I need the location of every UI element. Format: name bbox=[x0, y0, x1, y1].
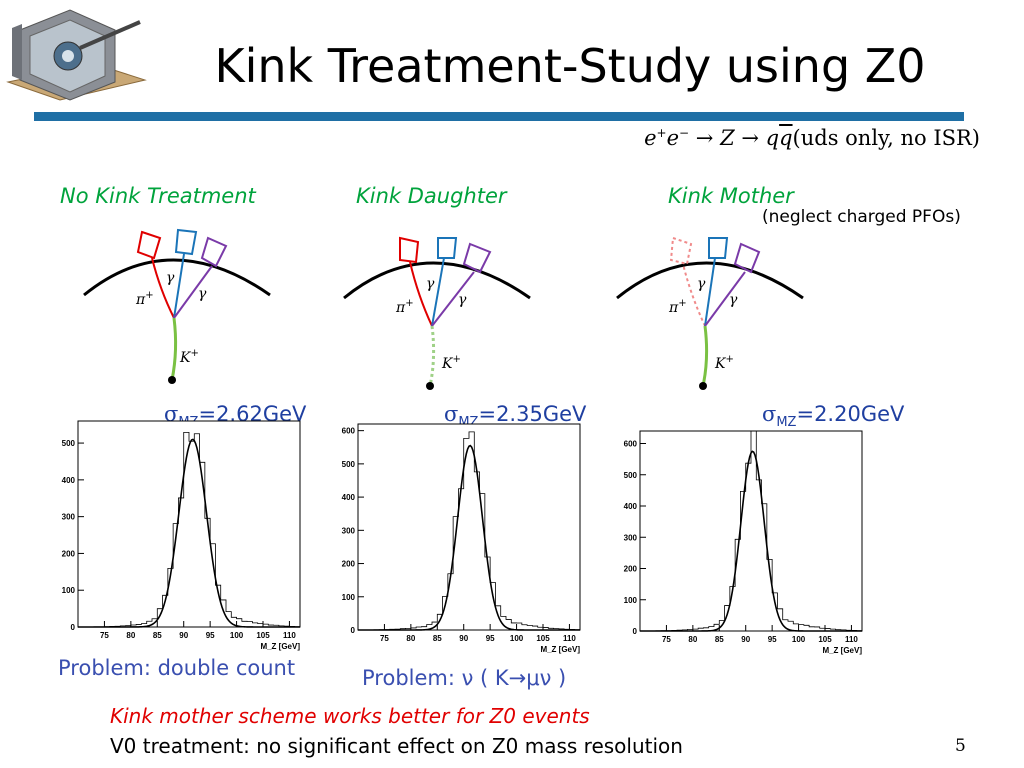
kaon-label: K bbox=[179, 350, 192, 366]
y-tick-label: 100 bbox=[624, 596, 638, 605]
heading-kink-mother: Kink Mother bbox=[668, 184, 794, 208]
x-tick-label: 95 bbox=[768, 635, 777, 644]
diagram-kink-daughter: π+ γ γ K+ bbox=[343, 236, 531, 390]
x-tick-label: 80 bbox=[406, 634, 415, 643]
photon-label: γ bbox=[697, 276, 706, 292]
diagram-kink-mother: π+ γ γ K+ bbox=[616, 236, 804, 390]
kink-mother-note: (neglect charged PFOs) bbox=[762, 207, 961, 227]
gaussian-fit-line bbox=[78, 438, 300, 628]
x-tick-label: 100 bbox=[510, 634, 524, 643]
x-tick-label: 75 bbox=[662, 635, 671, 644]
page-number: 5 bbox=[955, 736, 966, 756]
sigma-label-2: σMZ=2.35GeV bbox=[444, 402, 587, 431]
x-tick-label: 90 bbox=[179, 631, 188, 640]
x-tick-label: 95 bbox=[486, 634, 495, 643]
process-formula: e+e− → Z → qq(uds only, no ISR) bbox=[644, 126, 980, 150]
x-tick-label: 90 bbox=[741, 635, 750, 644]
plot-frame bbox=[357, 423, 581, 631]
x-tick-label: 85 bbox=[715, 635, 724, 644]
heading-kink-daughter: Kink Daughter bbox=[356, 184, 507, 208]
conclusion-kink-mother: Kink mother scheme works better for Z0 e… bbox=[110, 704, 590, 728]
slide-title: Kink Treatment-Study using Z0 bbox=[214, 39, 926, 93]
mz-histogram-3: 0 100 200 300 400 500 600 75 80 85 90 95 100 105 110 M_… bbox=[624, 430, 863, 655]
svg-text:π+: π+ bbox=[668, 298, 687, 316]
y-tick-label: 100 bbox=[342, 593, 356, 602]
svg-text:π+: π+ bbox=[135, 290, 154, 308]
plot-frame bbox=[77, 420, 301, 628]
x-tick-label: 110 bbox=[563, 634, 576, 643]
photon-label: γ bbox=[166, 270, 175, 286]
svg-text:K+: K+ bbox=[714, 354, 734, 372]
problem-neutrino: Problem: ν ( K→μν ) bbox=[362, 666, 567, 690]
photon-label: γ bbox=[458, 292, 467, 308]
conclusion-v0: V0 treatment: no significant effect on Z… bbox=[110, 734, 683, 758]
x-tick-label: 75 bbox=[380, 634, 389, 643]
y-tick-label: 400 bbox=[624, 502, 638, 511]
x-tick-label: 105 bbox=[818, 635, 832, 644]
y-tick-label: 200 bbox=[342, 560, 356, 569]
svg-text:K+: K+ bbox=[179, 348, 199, 366]
y-tick-label: 0 bbox=[351, 626, 356, 635]
y-tick-label: 300 bbox=[624, 533, 638, 542]
plot-frame bbox=[639, 430, 863, 632]
y-tick-label: 200 bbox=[624, 565, 638, 574]
kaon-label: K bbox=[714, 356, 727, 372]
svg-text:K+: K+ bbox=[441, 354, 461, 372]
y-tick-label: 400 bbox=[62, 476, 76, 485]
x-axis-label: M_Z [GeV] bbox=[260, 642, 300, 651]
pion-label: π bbox=[135, 292, 146, 308]
title-underline bbox=[34, 112, 964, 121]
diagram-no-kink: π+ γ γ K+ bbox=[83, 228, 271, 384]
x-tick-label: 80 bbox=[126, 631, 135, 640]
y-tick-label: 300 bbox=[62, 513, 76, 522]
y-tick-label: 400 bbox=[342, 493, 356, 502]
x-axis-label: M_Z [GeV] bbox=[540, 645, 580, 654]
y-tick-label: 600 bbox=[624, 440, 638, 449]
detector-logo bbox=[0, 0, 150, 108]
x-tick-label: 110 bbox=[283, 631, 296, 640]
x-tick-label: 100 bbox=[792, 635, 806, 644]
x-axis-label: M_Z [GeV] bbox=[822, 646, 862, 655]
gaussian-fit-line bbox=[640, 450, 862, 632]
problem-double-count: Problem: double count bbox=[58, 656, 296, 680]
gaussian-fit-line bbox=[358, 444, 580, 631]
heading-no-kink: No Kink Treatment bbox=[60, 184, 256, 208]
photon-label: γ bbox=[426, 276, 435, 292]
y-tick-label: 500 bbox=[62, 439, 76, 448]
x-tick-label: 105 bbox=[536, 634, 550, 643]
sigma-label-3: σMZ=2.20GeV bbox=[762, 402, 905, 431]
x-tick-label: 85 bbox=[433, 634, 442, 643]
pion-label: π bbox=[395, 300, 406, 316]
x-tick-label: 80 bbox=[688, 635, 697, 644]
y-tick-label: 200 bbox=[62, 549, 76, 558]
x-tick-label: 85 bbox=[153, 631, 162, 640]
photon-label: γ bbox=[198, 286, 207, 302]
x-tick-label: 75 bbox=[100, 631, 109, 640]
pion-label: π bbox=[668, 300, 679, 316]
y-tick-label: 300 bbox=[342, 526, 356, 535]
x-tick-label: 105 bbox=[256, 631, 270, 640]
photon-label: γ bbox=[729, 292, 738, 308]
y-tick-label: 500 bbox=[342, 460, 356, 469]
y-tick-label: 0 bbox=[71, 623, 76, 632]
x-tick-label: 100 bbox=[230, 631, 244, 640]
svg-text:π+: π+ bbox=[395, 298, 414, 316]
x-tick-label: 110 bbox=[845, 635, 858, 644]
y-tick-label: 0 bbox=[633, 627, 638, 636]
mz-histogram-2: 0 100 200 300 400 500 600 75 80 85 90 95 100 105 110 M_… bbox=[342, 423, 581, 654]
y-tick-label: 600 bbox=[342, 427, 356, 436]
kaon-label: K bbox=[441, 356, 454, 372]
mz-histogram-1: 0 100 200 300 400 500 75 80 85 90 95 100 105 110 M_Z [… bbox=[62, 420, 301, 651]
x-tick-label: 90 bbox=[459, 634, 468, 643]
y-tick-label: 500 bbox=[624, 471, 638, 480]
y-tick-label: 100 bbox=[62, 586, 76, 595]
x-tick-label: 95 bbox=[206, 631, 215, 640]
